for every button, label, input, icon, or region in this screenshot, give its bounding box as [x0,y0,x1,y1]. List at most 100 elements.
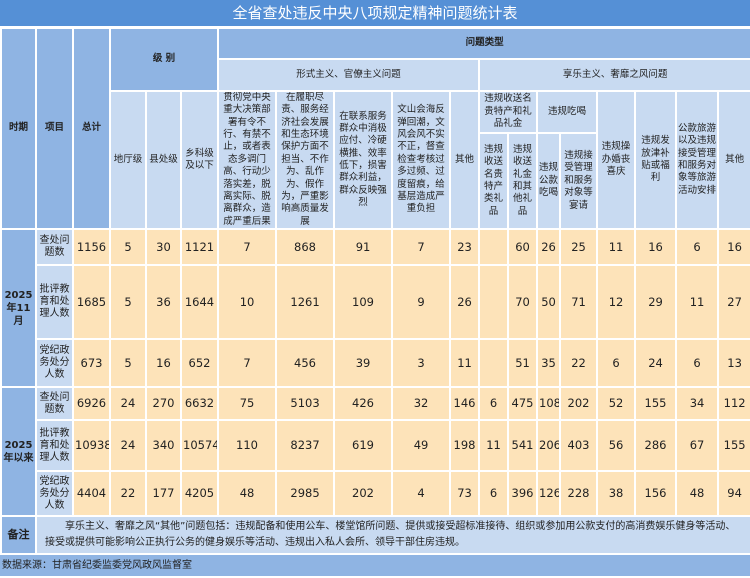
header-item: 项目 [35,27,74,230]
value-cell: 16 [634,228,678,266]
item-cell: 查处问题数 [35,386,74,421]
value-cell: 5 [109,264,147,340]
value-cell: 22 [109,470,147,517]
value-cell: 5 [109,338,147,388]
value-cell: 1121 [179,228,220,266]
header-dining-col: 违规接受管理和服务对象等宴请 [559,132,599,230]
value-cell: 126 [536,470,562,517]
table-row: 2025年以来 查处问题数 6926 24 270 6632 75 5103 426 32 146 6… [0,386,750,517]
value-cell: 7 [217,338,278,388]
table-row: 党纪政务处分人数 673 5 16 652 7 456 39 3 11 51 35 22 6 24 6 13 [1,338,750,388]
value-cell: 10574 [179,419,220,472]
header-dining-group: 违规吃喝 [536,90,599,134]
value-cell: 39 [333,338,394,388]
value-cell: 50 [536,264,562,340]
value-cell: 6926 [72,386,111,421]
value-cell: 36 [145,264,182,340]
value-cell: 26 [536,228,562,266]
value-cell: 202 [333,470,394,517]
value-cell: 49 [391,419,452,472]
value-cell: 52 [596,386,637,421]
note-text: 享乐主义、奢靡之风“其他”问题包括：违规配备和使用公车、楼堂馆所问题、提供或接受… [34,515,750,555]
value-cell: 155 [717,419,750,472]
value-cell [478,338,510,388]
header-hedonism-col: 其他 [717,90,750,230]
header-level-col: 县处级 [145,90,182,230]
value-cell [478,264,510,340]
value-cell: 35 [536,338,562,388]
value-cell: 22 [559,338,599,388]
value-cell: 396 [507,470,539,517]
header-hedonism-col: 公款旅游以及违规接受管理和服务对象等旅游活动安排 [675,90,720,230]
value-cell: 10938 [72,419,111,472]
value-cell: 1644 [179,264,220,340]
header-gift-col: 违规收送礼金和其他礼品 [507,132,539,230]
header-formalism-col: 在联系服务群众中消极应付、冷硬横推、效率低下，损害群众利益，群众反映强烈 [333,90,394,230]
value-cell: 38 [596,470,637,517]
value-cell: 8237 [275,419,336,472]
value-cell: 619 [333,419,394,472]
value-cell: 198 [449,419,481,472]
value-cell: 456 [275,338,336,388]
value-cell: 16 [145,338,182,388]
value-cell: 94 [717,470,750,517]
value-cell: 48 [675,470,720,517]
value-cell: 1156 [72,228,111,266]
header-hedonism-col: 违规发放津补贴或福利 [634,90,678,230]
value-cell: 541 [507,419,539,472]
value-cell: 426 [333,386,394,421]
page-title: 全省查处违反中央八项规定精神问题统计表 [0,0,750,27]
value-cell: 24 [109,386,147,421]
note-label: 备注 [0,515,37,555]
value-cell: 26 [449,264,481,340]
value-cell: 156 [634,470,678,517]
value-cell: 12 [596,264,637,340]
value-cell: 73 [449,470,481,517]
value-cell: 23 [449,228,481,266]
table-row: 批评教育和处理人数 1685 5 36 1644 10 1261 109 9 26 70 50 71 12… [1,264,750,340]
value-cell: 1261 [275,264,336,340]
value-cell: 652 [179,338,220,388]
value-cell: 3 [391,338,452,388]
value-cell: 403 [559,419,599,472]
value-cell: 206 [536,419,562,472]
statistics-table: 时期 项目 总计 级 别 问题类型 形式主义、官僚主义问题 享乐主义、奢靡之风问… [0,27,750,555]
value-cell: 146 [449,386,481,421]
value-cell: 51 [507,338,539,388]
value-cell: 16 [717,228,750,266]
value-cell: 6 [478,386,510,421]
value-cell: 25 [559,228,599,266]
header-formalism: 形式主义、官僚主义问题 [217,58,481,92]
value-cell: 673 [72,338,111,388]
item-cell: 党纪政务处分人数 [35,338,74,388]
value-cell: 34 [675,386,720,421]
value-cell: 112 [717,386,750,421]
header-level-col: 乡科级及以下 [179,90,220,230]
value-cell: 286 [634,419,678,472]
value-cell: 6632 [179,386,220,421]
header-formalism-col: 其他 [449,90,481,230]
value-cell: 30 [145,228,182,266]
value-cell: 9 [391,264,452,340]
value-cell: 70 [507,264,539,340]
header-formalism-col: 贯彻党中央重大决策部署有令不行、有禁不止，或者表态多调门高、行动少落实差，脱离实… [217,90,278,230]
period-cell: 2025年11月 [0,228,37,388]
value-cell: 475 [507,386,539,421]
value-cell: 75 [217,386,278,421]
value-cell: 60 [507,228,539,266]
value-cell: 24 [634,338,678,388]
value-cell: 4404 [72,470,111,517]
table-row: 批评教育和处理人数 10938 24 340 10574 110 8237 619 49 198 1… [1,419,750,472]
value-cell: 91 [333,228,394,266]
header-formalism-col: 文山会海反弹回潮，文风会风不实不正，督查检查考核过多过频、过度留痕，给基层造成严… [391,90,452,230]
value-cell: 29 [634,264,678,340]
value-cell: 7 [391,228,452,266]
value-cell: 11 [596,228,637,266]
value-cell: 11 [675,264,720,340]
item-cell: 批评教育和处理人数 [35,419,74,472]
period-cell: 2025年以来 [0,386,37,517]
value-cell: 109 [333,264,394,340]
value-cell: 202 [559,386,599,421]
value-cell: 13 [717,338,750,388]
value-cell: 868 [275,228,336,266]
